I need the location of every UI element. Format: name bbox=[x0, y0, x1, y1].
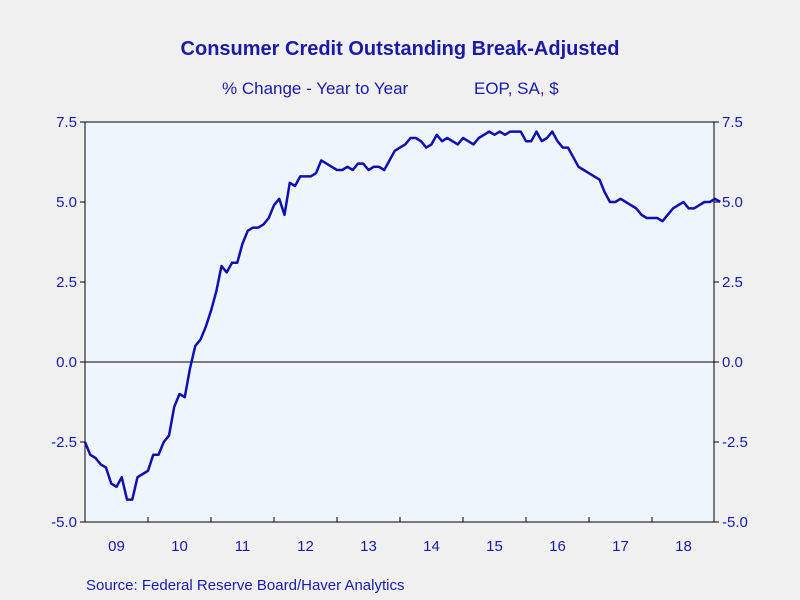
x-tick-label: 17 bbox=[612, 538, 629, 555]
chart-subtitle-units: EOP, SA, $ bbox=[474, 79, 559, 98]
x-tick-label: 12 bbox=[297, 538, 314, 555]
y-axis-left: -5.0 -2.5 0.0 2.5 5.0 7.5 bbox=[51, 114, 85, 531]
x-tick-label: 10 bbox=[171, 538, 188, 555]
x-axis: 09 10 11 12 13 14 15 16 17 18 bbox=[84, 517, 692, 555]
y-tick-label-right: -2.5 bbox=[722, 434, 748, 451]
y-tick-label-right: 7.5 bbox=[722, 114, 743, 131]
y-tick-label-left: 7.5 bbox=[56, 114, 77, 131]
y-axis-right: -5.0 -2.5 0.0 2.5 5.0 7.5 bbox=[714, 114, 748, 531]
y-tick-label-left: 2.5 bbox=[56, 274, 77, 291]
x-tick-label: 18 bbox=[675, 538, 692, 555]
y-tick-label-right: 2.5 bbox=[722, 274, 743, 291]
x-tick-label: 14 bbox=[423, 538, 440, 555]
x-tick-label: 16 bbox=[549, 538, 566, 555]
y-tick-label-right: -5.0 bbox=[722, 514, 748, 531]
y-tick-label-right: 5.0 bbox=[722, 194, 743, 211]
chart-title: Consumer Credit Outstanding Break-Adjust… bbox=[180, 38, 620, 60]
chart-subtitle-measure: % Change - Year to Year bbox=[222, 79, 409, 98]
y-tick-label-left: -2.5 bbox=[51, 434, 77, 451]
y-tick-label-left: 5.0 bbox=[56, 194, 77, 211]
x-tick-label: 09 bbox=[108, 538, 125, 555]
x-tick-label: 15 bbox=[486, 538, 503, 555]
x-tick-label: 11 bbox=[235, 538, 251, 555]
y-tick-label-left: -5.0 bbox=[51, 514, 77, 531]
y-tick-label-right: 0.0 bbox=[722, 354, 743, 371]
plot-area bbox=[84, 121, 715, 523]
source-note: Source: Federal Reserve Board/Haver Anal… bbox=[86, 577, 405, 594]
x-tick-label: 13 bbox=[360, 538, 377, 555]
y-tick-label-left: 0.0 bbox=[56, 354, 77, 371]
series-line bbox=[83, 130, 721, 501]
